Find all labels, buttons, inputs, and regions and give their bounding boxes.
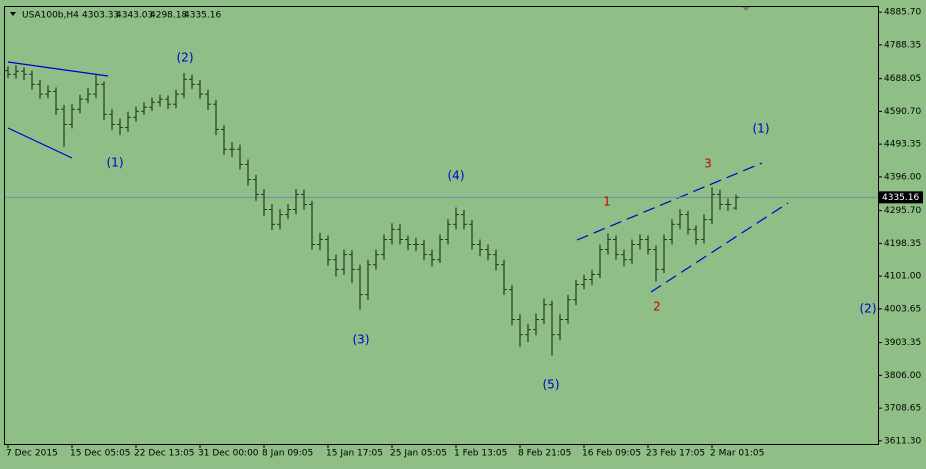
header-close: 4335.16 xyxy=(184,11,221,21)
y-tick-label: 3806.00 xyxy=(884,371,921,381)
wave-label: (2) xyxy=(860,302,877,316)
wave-label: 1 xyxy=(603,195,611,209)
trend-line xyxy=(7,61,109,77)
channel-line xyxy=(650,202,789,293)
header-symbol: USA100b,H4 xyxy=(22,11,79,21)
y-tick-label: 3611.30 xyxy=(884,436,921,446)
wave-label: (2) xyxy=(177,51,194,65)
y-tick-label: 4396.00 xyxy=(884,172,921,182)
wave-label: 3 xyxy=(704,157,712,171)
y-tick-label: 4003.65 xyxy=(884,304,921,314)
x-tick-label: 7 Dec 2015 xyxy=(6,449,58,459)
trend-line xyxy=(7,127,73,159)
header-open: 4303.33 xyxy=(82,11,119,21)
y-tick-label: 4788.35 xyxy=(884,40,921,50)
x-tick-label: 2 Mar 01:05 xyxy=(710,449,764,459)
x-tick-label: 1 Feb 13:05 xyxy=(454,449,507,459)
x-tick-label: 15 Jan 17:05 xyxy=(326,449,383,459)
x-tick-label: 15 Dec 05:05 xyxy=(70,449,131,459)
x-tick-label: 31 Dec 00:00 xyxy=(198,449,259,459)
wave-label: (1) xyxy=(107,156,124,170)
shift-marker xyxy=(742,7,750,11)
y-tick-label: 3903.35 xyxy=(884,338,921,348)
x-tick-label: 22 Dec 13:05 xyxy=(134,449,195,459)
trend-lines xyxy=(7,61,789,293)
y-tick-label: 3708.65 xyxy=(884,404,921,414)
wave-label: (4) xyxy=(448,169,465,183)
channel-line xyxy=(576,162,763,241)
wave-label: (5) xyxy=(543,378,560,392)
price-label: 4335.16 xyxy=(882,193,919,203)
y-tick-label: 4295.70 xyxy=(884,206,921,216)
x-tick-label: 8 Jan 09:05 xyxy=(262,449,313,459)
x-tick-label: 25 Jan 05:05 xyxy=(390,449,447,459)
x-tick-label: 16 Feb 09:05 xyxy=(582,449,641,459)
y-tick-label: 4101.00 xyxy=(884,272,921,282)
wave-label: 2 xyxy=(653,300,661,314)
wave-label: (1) xyxy=(753,122,770,136)
y-tick-label: 4198.35 xyxy=(884,239,921,249)
x-tick-label: 23 Feb 17:05 xyxy=(646,449,705,459)
plot-frame xyxy=(4,6,879,445)
header-high: 4343.03 xyxy=(116,11,153,21)
y-tick-label: 4493.35 xyxy=(884,140,921,150)
x-tick-label: 8 Feb 21:05 xyxy=(518,449,571,459)
header-low: 4298.18 xyxy=(150,11,187,21)
y-tick-label: 4590.70 xyxy=(884,107,921,117)
y-tick-label: 4688.05 xyxy=(884,74,921,84)
price-label-box xyxy=(879,191,923,204)
y-tick-label: 4885.70 xyxy=(884,8,921,18)
menu-arrow[interactable] xyxy=(10,12,16,16)
wave-label: (3) xyxy=(353,333,370,347)
